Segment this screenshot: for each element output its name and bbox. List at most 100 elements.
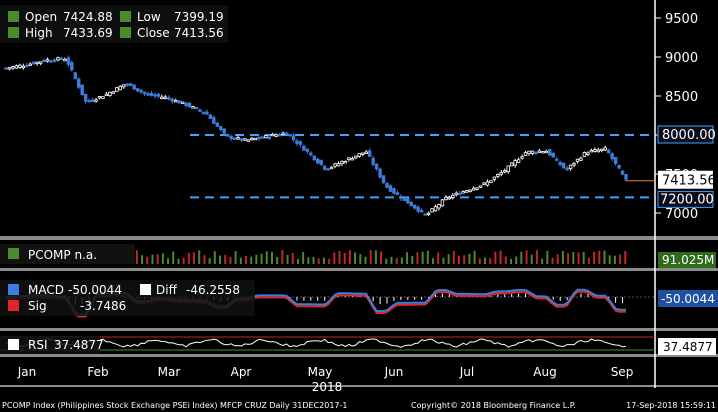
svg-text:-46.2558: -46.2558 <box>186 283 240 297</box>
svg-text:RSI: RSI <box>28 338 48 352</box>
candle <box>527 150 531 156</box>
low-value: 7399.19 <box>174 10 224 24</box>
candle <box>52 58 57 63</box>
candle <box>361 152 365 157</box>
volume-bar <box>317 258 320 264</box>
candle <box>271 132 275 137</box>
volume-bar <box>146 256 149 264</box>
candle <box>70 60 74 72</box>
volume-bar <box>354 252 357 264</box>
volume-bar <box>432 258 435 264</box>
high-label: High <box>25 26 53 40</box>
volume-bar <box>619 254 622 264</box>
volume-bar <box>546 250 549 264</box>
volume-bar <box>219 255 222 264</box>
candle <box>430 208 434 213</box>
rsi-value-label: 37.4877 <box>658 338 716 355</box>
candles <box>4 55 628 217</box>
volume-bar <box>494 251 497 264</box>
volume-bar <box>250 256 253 264</box>
candle <box>288 134 292 137</box>
candle <box>617 164 621 169</box>
candle <box>354 155 358 160</box>
candle <box>125 83 129 87</box>
candle <box>83 93 88 104</box>
candle <box>212 115 216 124</box>
candle <box>610 152 614 162</box>
volume-bar <box>156 254 159 264</box>
candle <box>513 158 517 168</box>
svg-text:PCOMP n.a.: PCOMP n.a. <box>28 248 97 262</box>
candle <box>174 98 178 103</box>
footer-right: 17-Sep-2018 15:59:11 <box>626 401 716 410</box>
volume-bar <box>328 258 331 264</box>
candle <box>381 175 386 184</box>
volume-bar <box>167 258 170 264</box>
candle <box>499 169 504 177</box>
svg-text:8000.00: 8000.00 <box>662 128 716 143</box>
volume-bar <box>270 251 273 264</box>
x-tick-label: Jul <box>459 365 474 379</box>
volume-bar <box>244 255 247 264</box>
x-axis-year: 2018 <box>312 380 343 394</box>
volume-bar <box>198 250 201 264</box>
candle <box>503 168 507 174</box>
volume-bar <box>193 252 196 264</box>
candle <box>329 166 334 170</box>
x-tick-label: Sep <box>611 365 634 379</box>
candle <box>97 95 102 100</box>
volume-bar <box>608 255 611 264</box>
volume-bar <box>265 251 268 264</box>
candle <box>277 132 282 137</box>
candle <box>80 84 84 96</box>
candle <box>613 157 618 166</box>
legend-swatch <box>140 284 151 295</box>
svg-text:7413.56: 7413.56 <box>662 174 716 189</box>
candle <box>73 71 77 80</box>
candle <box>516 157 521 163</box>
volume-bar <box>239 257 242 264</box>
candle <box>11 65 15 70</box>
volume-bar <box>535 250 538 264</box>
x-tick-label: Jan <box>17 365 37 379</box>
candle <box>42 58 46 63</box>
volume-bar <box>151 254 154 264</box>
candle <box>475 187 479 191</box>
candle <box>205 109 209 115</box>
candle <box>156 92 161 99</box>
candle <box>101 96 105 99</box>
volume-bar <box>208 258 211 264</box>
candle <box>458 190 462 196</box>
candle <box>135 88 140 93</box>
candle <box>302 144 306 151</box>
volume-bar <box>312 256 315 264</box>
x-tick-label: Jun <box>384 365 404 379</box>
candle <box>485 179 490 187</box>
candle <box>478 185 483 189</box>
candle <box>471 186 476 191</box>
candle <box>260 135 265 139</box>
candle <box>568 164 573 171</box>
candle <box>191 105 195 109</box>
candle <box>534 151 538 156</box>
candle <box>281 131 285 135</box>
volume-bar <box>385 258 388 264</box>
candle <box>367 148 372 158</box>
volume-bar <box>551 257 554 264</box>
rsi-line <box>5 338 627 348</box>
volume-bar <box>234 251 237 264</box>
candle <box>208 114 213 119</box>
volume-bar <box>296 258 299 264</box>
candle <box>600 148 604 153</box>
candle <box>392 187 396 196</box>
candle <box>45 57 50 63</box>
candle <box>142 91 147 97</box>
candle <box>413 204 417 210</box>
volume-bar <box>187 252 190 264</box>
candle <box>586 151 590 157</box>
volume-bar <box>572 252 575 264</box>
legend-swatch <box>120 27 131 38</box>
candle <box>32 61 36 65</box>
volume-bar <box>541 258 544 264</box>
